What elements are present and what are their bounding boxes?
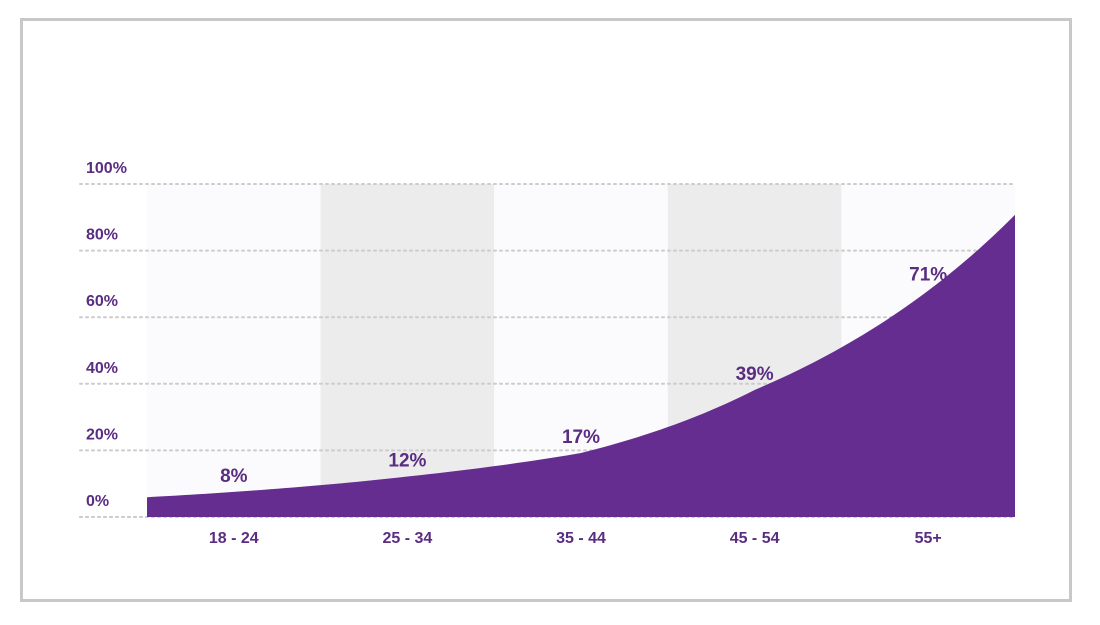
x-tick-label: 35 - 44: [556, 530, 606, 547]
y-axis-ticks: 0% 20% 40% 60% 80% 100%: [86, 160, 127, 510]
data-labels: 8% 12% 17% 39% 71%: [220, 265, 947, 487]
column-bands: [147, 184, 1015, 517]
y-tick-label: 80%: [86, 227, 118, 244]
data-label: 12%: [388, 451, 426, 472]
y-tick-label: 20%: [86, 426, 118, 443]
y-tick-label: 40%: [86, 360, 118, 377]
y-tick-label: 60%: [86, 293, 118, 310]
data-label: 17%: [562, 427, 600, 448]
area-series: [147, 214, 1015, 517]
column-band: [320, 184, 495, 517]
x-tick-label: 55+: [915, 530, 942, 547]
x-tick-label: 25 - 34: [382, 530, 432, 547]
x-axis-ticks: 18 - 24 25 - 34 35 - 44 45 - 54 55+: [209, 530, 942, 547]
data-label: 39%: [736, 364, 774, 385]
x-tick-label: 18 - 24: [209, 530, 259, 547]
x-tick-label: 45 - 54: [730, 530, 780, 547]
y-tick-label: 0%: [86, 493, 109, 510]
y-tick-label: 100%: [86, 160, 127, 177]
data-label: 8%: [220, 466, 248, 487]
data-label: 71%: [909, 265, 947, 286]
column-band: [147, 184, 321, 517]
